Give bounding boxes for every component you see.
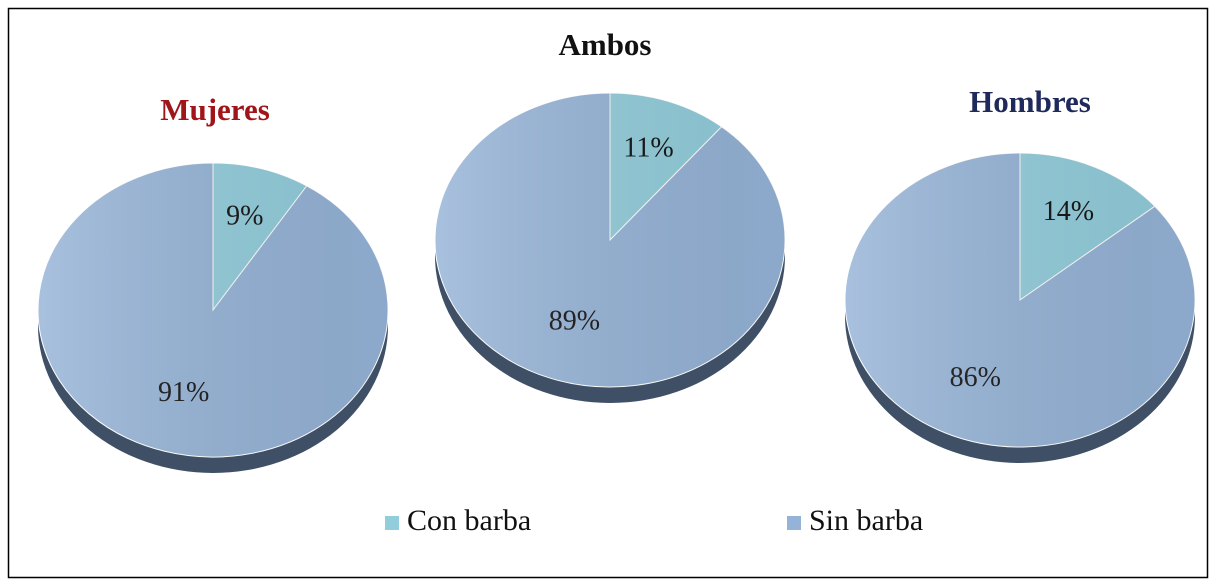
pie-title: Ambos [558,27,651,62]
value-label: 89% [549,305,600,336]
value-label: 91% [158,377,209,408]
value-label: 14% [1043,196,1094,227]
value-label: 9% [226,201,263,232]
legend-swatch [385,516,399,530]
pie-slice [434,92,786,388]
pie-title: Hombres [969,84,1091,119]
legend-swatch [787,516,801,530]
legend-label: Con barba [407,504,531,537]
value-label: 11% [623,133,673,164]
pie-slice [37,162,389,458]
pie-title: Mujeres [160,92,270,127]
value-label: 86% [950,362,1001,393]
legend-label: Sin barba [809,504,923,537]
